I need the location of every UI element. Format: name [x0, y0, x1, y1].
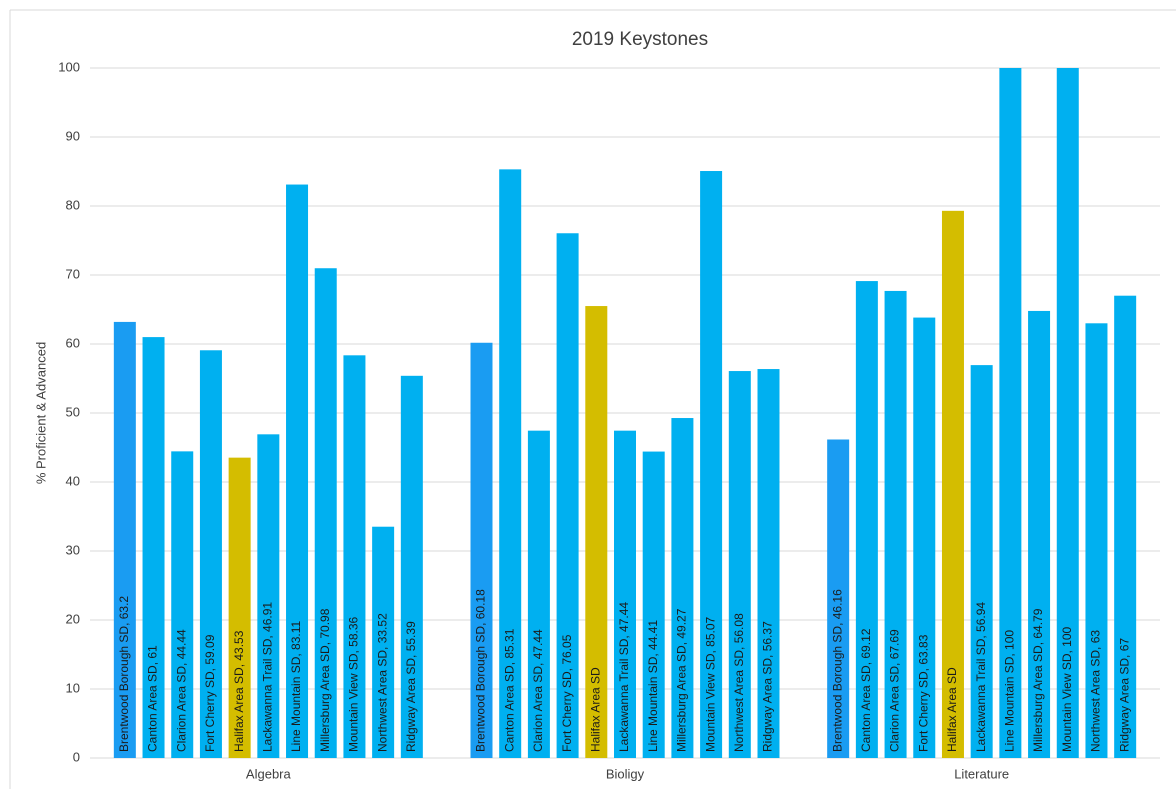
data-label: Halifax Area SD	[588, 667, 602, 752]
y-tick-label: 100	[58, 59, 80, 74]
chart-title: 2019 Keystones	[572, 29, 708, 50]
data-label: Fort Cherry SD, 63.83	[916, 634, 930, 752]
chart: 2019 Keystones % Proficient & Advanced 0…	[0, 0, 1176, 789]
y-tick-label: 60	[66, 335, 80, 350]
data-label: Mountain View SD, 58.36	[347, 616, 361, 752]
data-label: Halifax Area SD	[945, 667, 959, 752]
y-tick-label: 0	[73, 749, 80, 764]
data-label: Mountain View SD, 85.07	[703, 616, 717, 752]
data-label: Millersburg Area SD, 49.27	[675, 608, 689, 752]
data-label: Canton Area SD, 85.31	[502, 628, 516, 752]
data-label: Brentwood Borough SD, 46.16	[830, 589, 844, 752]
data-label: Clarion Area SD, 44.44	[174, 629, 188, 752]
y-axis-label: % Proficient & Advanced	[33, 342, 48, 484]
data-label: Ridgway Area SD, 67	[1117, 638, 1131, 752]
data-label: Mountain View SD, 100	[1060, 626, 1074, 752]
y-tick-label: 30	[66, 542, 80, 557]
data-label: Northwest Area SD, 56.08	[732, 613, 746, 752]
y-tick-label: 40	[66, 473, 80, 488]
x-tick-label: Algebra	[246, 766, 292, 781]
y-tick-label: 80	[66, 197, 80, 212]
data-label: Lackawanna Trail SD, 56.94	[974, 602, 988, 752]
data-label: Ridgway Area SD, 55.39	[404, 621, 418, 752]
data-label: Northwest Area SD, 63	[1089, 630, 1103, 752]
data-label: Millersburg Area SD, 70.98	[318, 608, 332, 752]
y-tick-label: 10	[66, 680, 80, 695]
data-label: Canton Area SD, 69.12	[859, 628, 873, 752]
x-tick-label: Literature	[954, 766, 1009, 781]
x-tick-label: Bioligy	[606, 766, 645, 781]
y-tick-label: 90	[66, 128, 80, 143]
data-label: Canton Area SD, 61	[146, 645, 160, 752]
y-tick-label: 20	[66, 611, 80, 626]
data-label: Halifax Area SD, 43.53	[232, 630, 246, 752]
data-label: Brentwood Borough SD, 60.18	[474, 589, 488, 752]
data-label: Northwest Area SD, 33.52	[375, 613, 389, 752]
data-label: Millersburg Area SD, 64.79	[1031, 608, 1045, 752]
data-label: Line Mountain SD, 100	[1003, 630, 1017, 752]
data-label: Clarion Area SD, 67.69	[888, 629, 902, 752]
y-tick-label: 50	[66, 404, 80, 419]
data-label: Line Mountain SD, 83.11	[289, 620, 303, 752]
data-label: Line Mountain SD, 44.41	[646, 620, 660, 752]
y-tick-label: 70	[66, 266, 80, 281]
data-label: Clarion Area SD, 47.44	[531, 629, 545, 752]
data-label: Fort Cherry SD, 76.05	[560, 634, 574, 752]
data-label: Brentwood Borough SD, 63.2	[117, 596, 131, 752]
data-label: Lackawanna Trail SD, 47.44	[617, 602, 631, 752]
data-label: Lackawanna Trail SD, 46.91	[261, 602, 275, 752]
data-label: Ridgway Area SD, 56.37	[761, 621, 775, 752]
data-label: Fort Cherry SD, 59.09	[203, 634, 217, 752]
